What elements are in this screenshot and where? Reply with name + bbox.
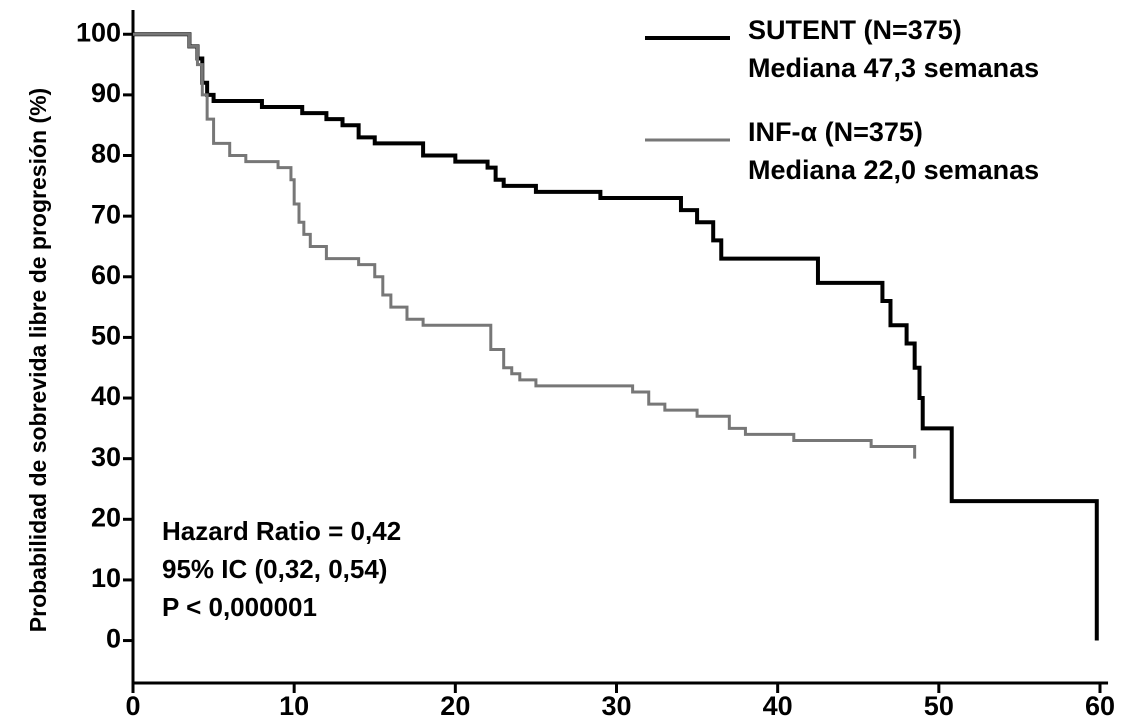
y-tick-label: 40 (91, 381, 121, 411)
legend-label: INF-α (N=375) (748, 117, 923, 147)
x-tick-label: 10 (279, 691, 309, 721)
y-tick-label: 20 (91, 502, 121, 532)
annotation: 95% IC (0,32, 0,54) (162, 554, 387, 584)
legend-median: Mediana 47,3 semanas (748, 53, 1039, 83)
y-tick-label: 70 (91, 199, 121, 229)
survival-curve (133, 32, 1099, 641)
y-tick-label: 90 (91, 78, 121, 108)
y-tick-label: 80 (91, 139, 121, 169)
x-tick-label: 40 (763, 691, 793, 721)
x-tick-label: 50 (924, 691, 954, 721)
x-tick-label: 0 (125, 691, 140, 721)
survival-curve (133, 32, 917, 459)
x-tick-label: 60 (1085, 691, 1115, 721)
y-tick-label: 0 (106, 624, 121, 654)
y-tick-label: 60 (91, 260, 121, 290)
y-tick-label: 10 (91, 563, 121, 593)
y-tick-label: 50 (91, 321, 121, 351)
legend-median: Mediana 22,0 semanas (748, 155, 1039, 185)
x-tick-label: 20 (440, 691, 470, 721)
legend-label: SUTENT (N=375) (748, 15, 962, 45)
annotation: P < 0,000001 (162, 592, 317, 622)
y-tick-label: 100 (76, 17, 121, 47)
y-tick-label: 30 (91, 442, 121, 472)
annotation: Hazard Ratio = 0,42 (162, 516, 401, 546)
y-axis-label: Probabilidad de sobrevida libre de progr… (25, 88, 51, 632)
x-tick-label: 30 (601, 691, 631, 721)
